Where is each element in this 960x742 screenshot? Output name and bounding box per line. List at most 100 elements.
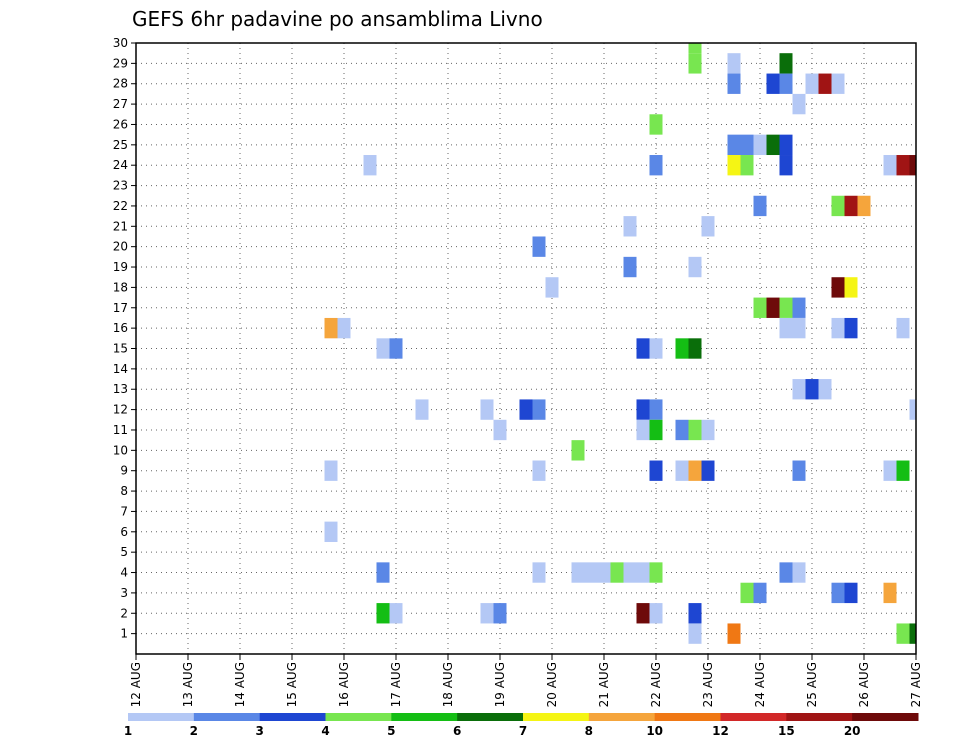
legend-label: 7 [519, 724, 527, 738]
heatmap-cell [597, 562, 611, 583]
heatmap-cell [337, 317, 351, 339]
heatmap-cell [792, 379, 806, 400]
heatmap-cell [818, 379, 832, 400]
legend-label: 15 [778, 724, 795, 738]
heatmap-cell [792, 317, 806, 339]
y-tick-label: 30 [113, 36, 128, 50]
heatmap-cell [779, 562, 793, 583]
heatmap-cell [753, 297, 767, 318]
heatmap-cell [831, 582, 845, 604]
heatmap-cell [571, 440, 585, 461]
y-tick-label: 9 [120, 464, 128, 478]
y-tick-label: 25 [113, 138, 128, 152]
heatmap-cell [324, 460, 338, 481]
legend-label: 1 [124, 724, 132, 738]
legend-swatch [720, 713, 787, 721]
heatmap-cell [740, 582, 754, 604]
heatmap-cell [389, 338, 403, 359]
legend-label: 20 [844, 724, 861, 738]
x-tick-label: 16 AUG [337, 662, 351, 707]
heatmap-cell [571, 562, 585, 583]
heatmap-cell [493, 419, 507, 441]
heatmap-cell [532, 460, 546, 481]
y-tick-label: 10 [113, 443, 128, 457]
heatmap-cell [493, 603, 507, 624]
y-tick-label: 26 [113, 117, 128, 131]
heatmap-cell [532, 399, 546, 420]
y-tick-label: 22 [113, 199, 128, 213]
heatmap-cell [896, 623, 910, 644]
heatmap-cell [649, 603, 663, 624]
y-tick-label: 19 [113, 260, 128, 274]
heatmap-cell [727, 155, 741, 176]
heatmap-cell [532, 236, 546, 257]
heatmap-cell [675, 419, 689, 441]
heatmap-cell [376, 562, 390, 583]
heatmap-cell [649, 114, 663, 135]
heatmap-cell [727, 134, 741, 156]
heatmap-cell [701, 216, 715, 237]
heatmap-cell [376, 603, 390, 624]
x-tick-label: 23 AUG [701, 662, 715, 707]
y-tick-label: 28 [113, 77, 128, 91]
y-tick-label: 24 [113, 158, 128, 172]
heatmap-cell [727, 73, 741, 94]
heatmap-cell [792, 460, 806, 481]
heatmap-cell [480, 603, 494, 624]
y-tick-label: 27 [113, 97, 128, 111]
y-tick-label: 2 [120, 606, 128, 620]
heatmap-cell [844, 195, 858, 217]
x-tick-label: 18 AUG [441, 662, 455, 707]
x-tick-label: 20 AUG [545, 662, 559, 707]
legend-swatch [391, 713, 458, 721]
heatmap-cell [636, 603, 650, 624]
heatmap-cell [805, 379, 819, 400]
legend-swatch [193, 713, 261, 721]
heatmap-cell [649, 460, 663, 481]
heatmap-cell [545, 277, 559, 298]
x-tick-label: 15 AUG [285, 662, 299, 707]
x-tick-label: 24 AUG [753, 662, 767, 707]
heatmap-cell [610, 562, 624, 583]
heatmap-cell [753, 134, 767, 156]
heatmap-cell [727, 623, 741, 644]
legend-label: 4 [321, 724, 329, 738]
y-tick-label: 3 [120, 586, 128, 600]
grid-lines [136, 43, 916, 654]
heatmap-cell [909, 623, 916, 644]
y-tick-label: 21 [113, 219, 128, 233]
y-tick-label: 18 [113, 280, 128, 294]
y-tick-label: 17 [113, 301, 128, 315]
heatmap-cell [779, 297, 793, 318]
heatmap-cell [740, 155, 754, 176]
y-tick-label: 20 [113, 240, 128, 254]
x-tick-label: 21 AUG [597, 662, 611, 707]
heatmap-cell [324, 317, 338, 339]
x-tick-label: 27 AUG [909, 662, 923, 707]
heatmap-cell [805, 73, 819, 94]
legend-label: 8 [585, 724, 593, 738]
heatmap-cell [792, 93, 806, 115]
heatmap-cell [740, 134, 754, 156]
heatmap-cell [688, 603, 702, 624]
heatmap-cell [636, 419, 650, 441]
legend-swatch [654, 713, 721, 721]
heatmap-cell [688, 419, 702, 441]
heatmap-cell [779, 155, 793, 176]
y-tick-label: 12 [113, 403, 128, 417]
legend-swatch [852, 713, 919, 721]
heatmap-cell [649, 155, 663, 176]
x-tick-label: 17 AUG [389, 662, 403, 707]
heatmap-cell [636, 338, 650, 359]
legend-label: 6 [453, 724, 461, 738]
heatmap-cell [779, 317, 793, 339]
heatmap-cells [324, 43, 916, 644]
heatmap-cell [584, 562, 598, 583]
y-tick-label: 14 [113, 362, 128, 376]
heatmap-cell [376, 338, 390, 359]
heatmap-cell [649, 399, 663, 420]
y-tick-label: 15 [113, 342, 128, 356]
heatmap-cell [831, 73, 845, 94]
heatmap-cell [701, 419, 715, 441]
